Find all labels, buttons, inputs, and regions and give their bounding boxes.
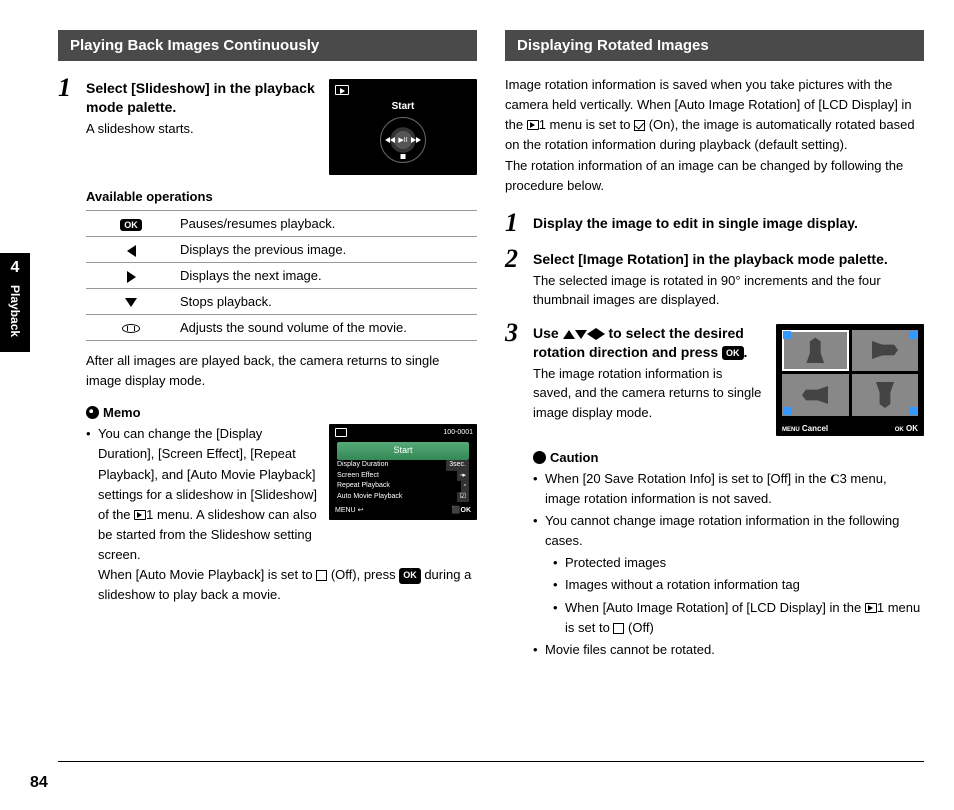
op-desc: Stops playback. bbox=[176, 289, 477, 315]
table-row: OK Pauses/resumes playback. bbox=[86, 211, 477, 237]
lcd-slideshow-start: Start ▶II bbox=[329, 79, 477, 175]
memo-text: When [Auto Movie Playback] is set to bbox=[98, 567, 316, 582]
intro-text: The rotation information of an image can… bbox=[505, 158, 903, 193]
step-title: Display the image to edit in single imag… bbox=[533, 214, 924, 233]
right-column: Displaying Rotated Images Image rotation… bbox=[505, 30, 924, 750]
op-desc: Displays the previous image. bbox=[176, 237, 477, 263]
right-arrow-icon bbox=[596, 328, 605, 340]
custom-menu-icon: C bbox=[830, 469, 839, 489]
memo-text: (Off), press bbox=[327, 567, 399, 582]
lcd-ok-label: ⬛OK bbox=[452, 506, 471, 517]
lcd-menu-label: MENU ↩ bbox=[335, 506, 363, 517]
left-arrow-icon bbox=[127, 245, 136, 257]
section-header-left: Playing Back Images Continuously bbox=[58, 30, 477, 61]
table-row: Displays the next image. bbox=[86, 263, 477, 289]
chapter-label: Playback bbox=[8, 281, 22, 343]
rotation-thumbnail bbox=[782, 374, 849, 416]
footer-divider bbox=[58, 761, 924, 762]
checkbox-on-icon bbox=[634, 120, 645, 131]
after-playback-text: After all images are played back, the ca… bbox=[86, 351, 477, 391]
page-number: 84 bbox=[30, 774, 48, 792]
down-arrow-icon bbox=[125, 298, 137, 307]
caution-item: You cannot change image rotation informa… bbox=[533, 511, 924, 638]
lcd-image-counter: 100-0001 bbox=[333, 428, 473, 439]
table-row: Adjusts the sound volume of the movie. bbox=[86, 315, 477, 341]
intro-text: 1 menu is set to bbox=[539, 117, 634, 132]
lcd-row-label: Repeat Playback bbox=[337, 481, 390, 492]
memo-block: Memo You can change the [Display Duratio… bbox=[86, 405, 477, 605]
down-arrow-icon bbox=[575, 330, 587, 339]
playback-menu-icon bbox=[865, 603, 877, 613]
right-step-1: 1 Display the image to edit in single im… bbox=[505, 210, 924, 236]
lcd-cancel-label: MENU Cancel bbox=[782, 424, 828, 433]
ok-button-icon: OK bbox=[399, 568, 421, 584]
lcd-row-label: Auto Movie Playback bbox=[337, 492, 402, 503]
lcd-row-value: 3sec. bbox=[446, 460, 469, 471]
rotation-thumbnail bbox=[782, 330, 849, 372]
left-column: Playing Back Images Continuously 1 Selec… bbox=[58, 30, 477, 750]
lcd-row-label: Screen Effect bbox=[337, 471, 379, 482]
lcd-row-value: ▫▸ bbox=[457, 471, 469, 482]
op-desc: Adjusts the sound volume of the movie. bbox=[176, 315, 477, 341]
left-step-1: 1 Select [Slideshow] in the playback mod… bbox=[58, 75, 477, 175]
lcd-slideshow-settings: 100-0001 Start Display Duration 3sec. Scr… bbox=[329, 424, 477, 520]
lcd-start-bar: Start bbox=[337, 442, 469, 460]
rotation-thumbnail bbox=[852, 374, 919, 416]
checkbox-off-icon bbox=[613, 623, 624, 634]
control-wheel-icon: ▶II bbox=[380, 117, 426, 163]
lcd-row-value: ☑ bbox=[457, 492, 469, 503]
left-arrow-icon bbox=[587, 328, 596, 340]
step-number: 2 bbox=[505, 246, 527, 272]
lcd-row-value: ▫ bbox=[461, 481, 469, 492]
step-title: Use to select the desired rotation direc… bbox=[533, 324, 764, 362]
lcd-settings-rows: Display Duration 3sec. Screen Effect ▫▸ Re… bbox=[337, 460, 469, 502]
right-step-2: 2 Select [Image Rotation] in the playbac… bbox=[505, 246, 924, 310]
table-row: Displays the previous image. bbox=[86, 237, 477, 263]
step-title: Select [Slideshow] in the playback mode … bbox=[86, 79, 317, 117]
op-desc: Pauses/resumes playback. bbox=[176, 211, 477, 237]
operations-table: OK Pauses/resumes playback. Displays the … bbox=[86, 210, 477, 341]
up-arrow-icon bbox=[563, 330, 575, 339]
e-dial-icon bbox=[122, 324, 140, 333]
caution-item: Movie files cannot be rotated. bbox=[533, 640, 924, 660]
playback-mode-icon bbox=[335, 85, 349, 95]
right-step-3: 3 Use to select the desired rotation dir… bbox=[505, 320, 924, 436]
playback-menu-icon bbox=[527, 120, 539, 130]
memo-heading: Memo bbox=[86, 405, 477, 420]
ops-heading: Available operations bbox=[86, 189, 477, 204]
page-content: Playing Back Images Continuously 1 Selec… bbox=[0, 0, 954, 750]
op-desc: Displays the next image. bbox=[176, 263, 477, 289]
step-title: Select [Image Rotation] in the playback … bbox=[533, 250, 924, 269]
caution-block: Caution When [20 Save Rotation Info] is … bbox=[533, 450, 924, 660]
lcd-row-label: Display Duration bbox=[337, 460, 388, 471]
lcd-ok-label: OK OK bbox=[895, 424, 918, 433]
caution-item: When [20 Save Rotation Info] is set to [… bbox=[533, 469, 924, 509]
intro-paragraph: Image rotation information is saved when… bbox=[505, 75, 924, 196]
ok-button-icon: OK bbox=[120, 219, 142, 231]
caution-subitem: Protected images bbox=[553, 553, 924, 573]
lcd-start-label: Start bbox=[329, 101, 477, 112]
step-number: 3 bbox=[505, 320, 527, 346]
caution-subitem: Images without a rotation information ta… bbox=[553, 575, 924, 595]
step-desc: The selected image is rotated in 90° inc… bbox=[533, 271, 924, 310]
ok-button-icon: OK bbox=[722, 346, 744, 360]
step-desc: A slideshow starts. bbox=[86, 119, 317, 139]
lcd-rotation-select: MENU Cancel OK OK bbox=[776, 324, 924, 436]
rotation-thumbnail bbox=[852, 330, 919, 372]
step-number: 1 bbox=[505, 210, 527, 236]
chapter-number: 4 bbox=[0, 259, 30, 277]
section-header-right: Displaying Rotated Images bbox=[505, 30, 924, 61]
step-number: 1 bbox=[58, 75, 80, 101]
playback-menu-icon bbox=[134, 510, 146, 520]
chapter-side-tab: 4 Playback bbox=[0, 253, 30, 352]
caution-heading: Caution bbox=[533, 450, 924, 465]
memo-item: You can change the [Display Duration], [… bbox=[86, 424, 477, 605]
right-arrow-icon bbox=[127, 271, 136, 283]
caution-subitem: When [Auto Image Rotation] of [LCD Displ… bbox=[553, 598, 924, 638]
step-desc: The image rotation information is saved,… bbox=[533, 364, 764, 423]
checkbox-off-icon bbox=[316, 570, 327, 581]
table-row: Stops playback. bbox=[86, 289, 477, 315]
